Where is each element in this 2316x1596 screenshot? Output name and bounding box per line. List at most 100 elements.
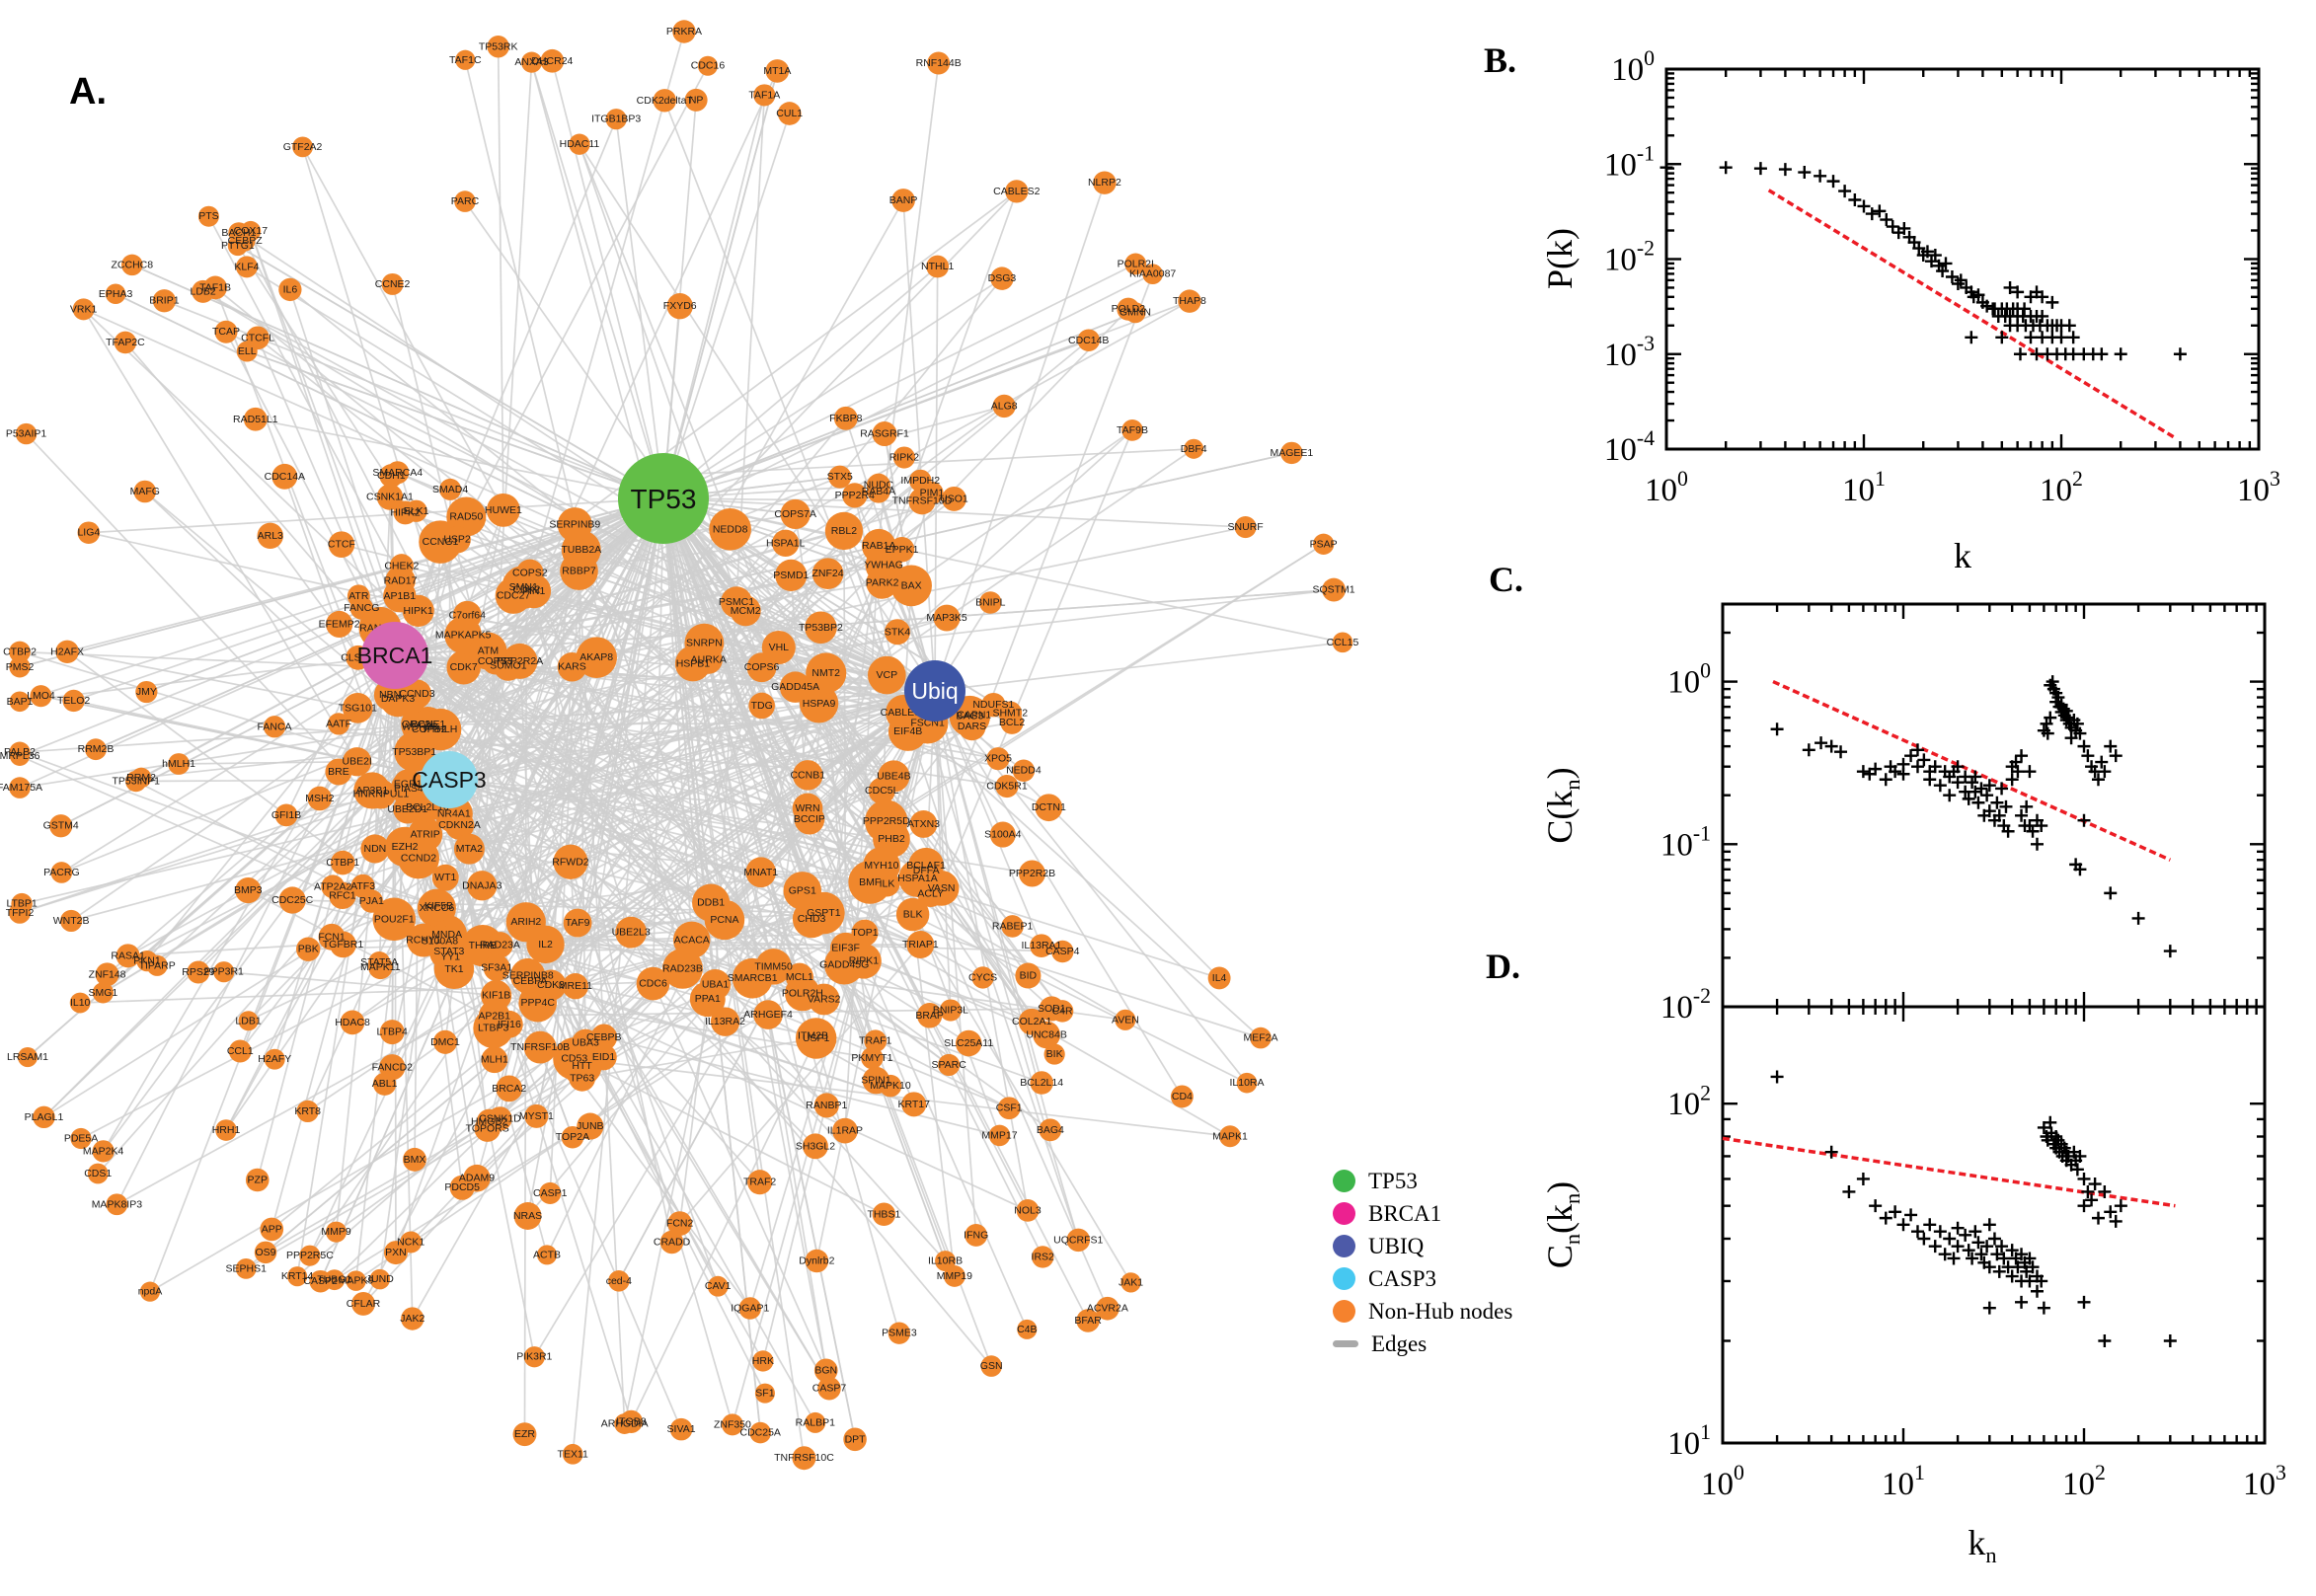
network-node[interactable] bbox=[9, 641, 31, 663]
network-node[interactable] bbox=[346, 1270, 366, 1291]
network-node[interactable] bbox=[872, 421, 897, 447]
network-node[interactable] bbox=[862, 528, 896, 564]
network-node[interactable] bbox=[1001, 915, 1024, 938]
network-node[interactable] bbox=[114, 331, 137, 354]
network-node[interactable] bbox=[33, 1105, 55, 1129]
network-node[interactable] bbox=[866, 473, 891, 497]
network-node[interactable] bbox=[69, 992, 91, 1014]
network-node[interactable] bbox=[215, 1119, 237, 1141]
network-node[interactable] bbox=[17, 1047, 39, 1068]
network-node[interactable] bbox=[347, 584, 370, 608]
network-node[interactable] bbox=[9, 656, 31, 678]
network-node[interactable] bbox=[246, 326, 270, 350]
network-node[interactable] bbox=[672, 20, 696, 43]
network-node[interactable] bbox=[553, 844, 588, 879]
network-node[interactable] bbox=[1121, 419, 1143, 441]
network-node[interactable] bbox=[260, 1217, 284, 1242]
network-node[interactable] bbox=[707, 1275, 729, 1297]
network-node[interactable] bbox=[326, 610, 353, 639]
network-node[interactable] bbox=[87, 1163, 109, 1184]
network-node[interactable] bbox=[340, 1010, 365, 1035]
network-node[interactable] bbox=[393, 500, 418, 525]
network-node[interactable] bbox=[605, 109, 627, 130]
network-node[interactable] bbox=[243, 407, 268, 431]
network-node[interactable] bbox=[512, 1422, 537, 1447]
network-node[interactable] bbox=[495, 577, 532, 614]
network-node[interactable] bbox=[121, 254, 143, 276]
network-node[interactable] bbox=[92, 1140, 115, 1163]
network-node[interactable] bbox=[878, 760, 910, 793]
network-node[interactable] bbox=[1236, 1072, 1258, 1094]
network-node[interactable] bbox=[990, 266, 1014, 290]
network-node[interactable] bbox=[754, 1383, 775, 1404]
network-node[interactable] bbox=[1019, 860, 1045, 887]
network-node[interactable] bbox=[802, 891, 845, 935]
network-node[interactable] bbox=[510, 957, 546, 994]
network-node[interactable] bbox=[761, 631, 796, 665]
network-node[interactable] bbox=[927, 51, 951, 75]
network-node[interactable] bbox=[419, 708, 462, 751]
network-node[interactable] bbox=[775, 559, 808, 591]
network-node[interactable] bbox=[518, 983, 558, 1023]
network-node[interactable] bbox=[351, 1292, 375, 1316]
network-node[interactable] bbox=[214, 320, 238, 343]
network-node[interactable] bbox=[367, 954, 393, 980]
network-node[interactable] bbox=[562, 973, 589, 1000]
network-node[interactable] bbox=[901, 1092, 927, 1117]
network-node[interactable] bbox=[813, 1093, 839, 1118]
network-node[interactable] bbox=[636, 966, 670, 1001]
network-node[interactable] bbox=[540, 48, 565, 73]
network-node[interactable] bbox=[659, 1230, 684, 1254]
network-node[interactable] bbox=[824, 511, 864, 551]
network-node[interactable] bbox=[481, 1046, 508, 1074]
network-node[interactable] bbox=[798, 1021, 828, 1051]
network-node[interactable] bbox=[486, 493, 520, 527]
network-node[interactable] bbox=[1115, 1009, 1136, 1030]
network-node[interactable] bbox=[752, 1350, 774, 1372]
network-node[interactable] bbox=[808, 983, 840, 1016]
network-node[interactable] bbox=[77, 521, 101, 545]
network-node[interactable] bbox=[539, 1181, 562, 1205]
network-node[interactable] bbox=[455, 49, 476, 70]
network-node[interactable] bbox=[692, 883, 731, 922]
network-node[interactable] bbox=[318, 923, 346, 950]
network-node[interactable] bbox=[1039, 996, 1064, 1022]
network-node[interactable] bbox=[235, 876, 262, 904]
network-node[interactable] bbox=[520, 51, 543, 73]
network-node[interactable] bbox=[523, 1346, 545, 1368]
network-node[interactable] bbox=[923, 871, 960, 906]
network-node[interactable] bbox=[891, 189, 915, 212]
network-node[interactable] bbox=[245, 1168, 270, 1192]
network-node[interactable] bbox=[384, 826, 425, 868]
network-node[interactable] bbox=[1124, 253, 1147, 275]
network-node[interactable] bbox=[328, 531, 355, 558]
network-node[interactable] bbox=[1015, 962, 1042, 989]
network-node[interactable] bbox=[720, 586, 752, 619]
network-node[interactable] bbox=[909, 810, 938, 838]
network-node[interactable] bbox=[9, 741, 31, 763]
network-node[interactable] bbox=[400, 1231, 423, 1254]
network-node[interactable] bbox=[296, 1100, 319, 1123]
network-node[interactable] bbox=[1124, 302, 1146, 324]
network-node[interactable] bbox=[780, 498, 811, 530]
network-node[interactable] bbox=[890, 565, 932, 607]
network-node[interactable] bbox=[376, 484, 404, 510]
network-node[interactable] bbox=[213, 961, 235, 983]
network-node[interactable] bbox=[449, 1175, 475, 1200]
network-node[interactable] bbox=[799, 684, 839, 723]
network-node[interactable] bbox=[453, 833, 485, 865]
network-node[interactable] bbox=[906, 931, 935, 959]
network-node[interactable] bbox=[614, 1413, 636, 1434]
network-node[interactable] bbox=[939, 999, 963, 1022]
network-node[interactable] bbox=[561, 1125, 584, 1149]
network-node[interactable] bbox=[805, 1249, 829, 1273]
network-node[interactable] bbox=[454, 190, 476, 212]
network-node[interactable] bbox=[488, 1106, 512, 1131]
network-node[interactable] bbox=[576, 637, 618, 678]
network-node[interactable] bbox=[1033, 1021, 1060, 1049]
network-node[interactable] bbox=[9, 777, 31, 798]
network-node[interactable] bbox=[469, 632, 507, 670]
network-node[interactable] bbox=[139, 1281, 161, 1302]
network-node[interactable] bbox=[879, 1074, 902, 1098]
network-node[interactable] bbox=[513, 1202, 542, 1230]
